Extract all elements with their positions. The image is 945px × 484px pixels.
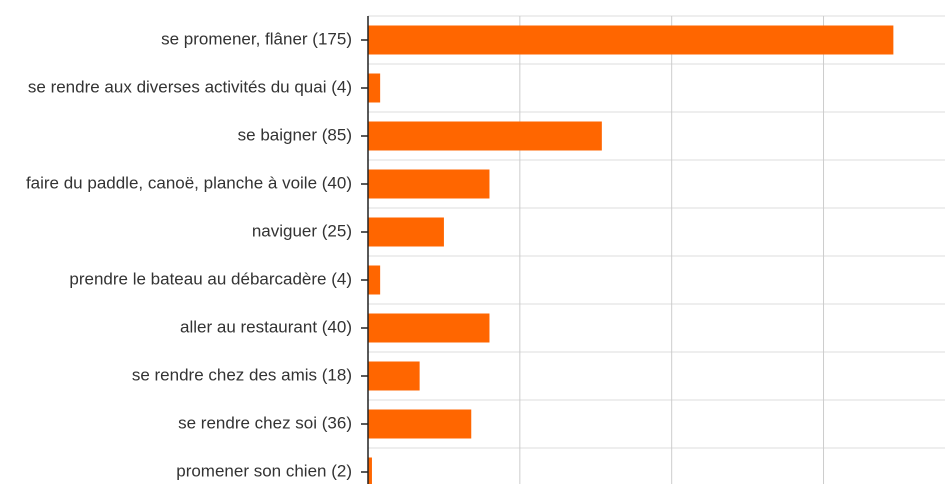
y-tick-label: aller au restaurant (40) bbox=[180, 317, 352, 336]
y-tick-label: se baigner (85) bbox=[238, 125, 352, 144]
y-tick-label: prendre le bateau au débarcadère (4) bbox=[69, 269, 352, 288]
y-tick-label: se rendre chez des amis (18) bbox=[132, 365, 352, 384]
bar bbox=[368, 217, 444, 247]
bar bbox=[368, 169, 490, 199]
bar bbox=[368, 409, 472, 439]
bar bbox=[368, 25, 894, 55]
y-tick-label: se rendre aux diverses activités du quai… bbox=[28, 77, 352, 96]
y-tick-label: se rendre chez soi (36) bbox=[178, 413, 352, 432]
bar bbox=[368, 73, 381, 103]
bar bbox=[368, 361, 420, 391]
bar bbox=[368, 313, 490, 343]
y-tick-label: faire du paddle, canoë, planche à voile … bbox=[26, 173, 352, 192]
y-tick-label: promener son chien (2) bbox=[176, 461, 352, 480]
y-tick-label: se promener, flâner (175) bbox=[161, 29, 352, 48]
bar bbox=[368, 121, 602, 151]
y-tick-label: naviguer (25) bbox=[252, 221, 352, 240]
bar bbox=[368, 457, 372, 484]
bar bbox=[368, 265, 381, 295]
